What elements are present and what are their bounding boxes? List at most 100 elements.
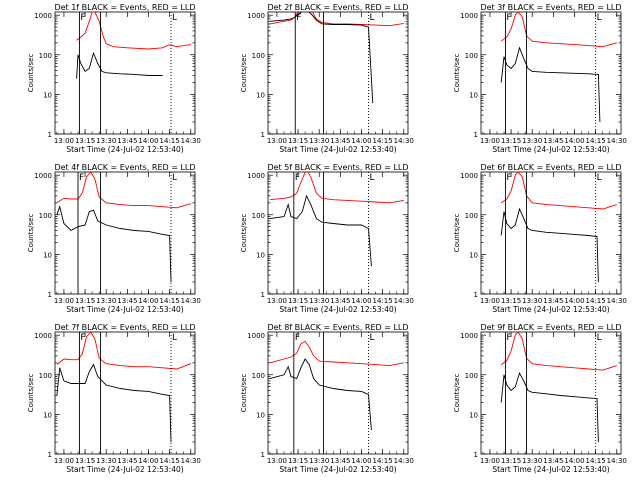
last-marker-label: L	[370, 333, 375, 343]
x-tick-label: 13:30	[309, 137, 329, 145]
detector-panel-2: Det 2f BLACK = Events, RED = LLD 1 10 100 10…	[240, 3, 414, 154]
x-tick-label: 13:30	[96, 457, 116, 465]
y-tick-label: 1	[261, 291, 265, 299]
x-tick-label: 13:15	[501, 137, 521, 145]
x-tick-label: 13:45	[543, 457, 563, 465]
y-tick-label: 1	[48, 291, 52, 299]
x-tick-label: 13:45	[543, 137, 563, 145]
events-series-line	[56, 363, 172, 443]
x-tick-label: 14:15	[586, 137, 606, 145]
x-axis-label: Start Time (24-Jul-02 12:53:40)	[492, 145, 609, 154]
y-tick-label: 100	[252, 212, 265, 220]
x-tick-label: 14:30	[394, 297, 414, 305]
y-axis-label: Counts/sec	[240, 374, 248, 413]
y-axis-label: Counts/sec	[27, 214, 35, 253]
x-tick-label: 13:30	[96, 137, 116, 145]
x-tick-label: 14:30	[607, 137, 627, 145]
panel-title: Det 7f BLACK = Events, RED = LLD	[54, 323, 195, 332]
events-series-line	[500, 207, 599, 283]
x-tick-label: 14:15	[373, 457, 393, 465]
y-tick-label: 1000	[247, 12, 265, 20]
last-marker-label: L	[597, 13, 602, 23]
x-tick-label: 14:15	[160, 297, 180, 305]
y-axis-label: Counts/sec	[453, 214, 461, 253]
x-tick-label: 13:00	[267, 137, 287, 145]
y-tick-label: 1	[474, 291, 478, 299]
panel-title: Det 4f BLACK = Events, RED = LLD	[54, 163, 195, 172]
x-tick-label: 14:00	[138, 137, 158, 145]
x-tick-label: 13:30	[522, 457, 542, 465]
x-tick-label: 13:00	[267, 457, 287, 465]
first-marker-label: F	[506, 333, 511, 343]
last-marker-label: L	[172, 173, 177, 183]
x-tick-label: 13:00	[54, 137, 74, 145]
x-tick-label: 13:00	[54, 297, 74, 305]
x-tick-label: 13:15	[75, 137, 95, 145]
first-marker-label: F	[80, 13, 85, 23]
plot-frame	[480, 331, 622, 455]
x-tick-label: 14:00	[351, 137, 371, 145]
plot-frame	[480, 171, 622, 295]
x-axis-label: Start Time (24-Jul-02 12:53:40)	[492, 465, 609, 474]
y-tick-label: 100	[465, 52, 478, 60]
plot-frame	[267, 171, 409, 295]
panel-title: Det 3f BLACK = Events, RED = LLD	[480, 3, 621, 12]
x-axis-label: Start Time (24-Jul-02 12:53:40)	[66, 305, 183, 314]
y-tick-label: 10	[256, 411, 265, 419]
y-tick-label: 1000	[460, 172, 478, 180]
lld-series-line	[500, 12, 617, 48]
lld-series-line	[269, 340, 404, 367]
detector-panel-6: Det 6f BLACK = Events, RED = LLD 1 10 100 10…	[453, 163, 627, 314]
x-tick-label: 14:30	[181, 297, 201, 305]
lld-series-line	[269, 172, 404, 204]
y-tick-label: 10	[256, 91, 265, 99]
y-axis-label: Counts/sec	[27, 374, 35, 413]
x-tick-label: 14:15	[373, 297, 393, 305]
x-tick-label: 13:15	[75, 457, 95, 465]
detector-panel-5: Det 5f BLACK = Events, RED = LLD 1 10 100 10…	[240, 163, 414, 314]
panel-title: Det 5f BLACK = Events, RED = LLD	[267, 163, 408, 172]
y-tick-label: 10	[43, 251, 52, 259]
first-marker-label: F	[506, 173, 511, 183]
x-tick-label: 13:00	[267, 297, 287, 305]
first-marker-label: F	[296, 13, 301, 23]
x-tick-label: 14:15	[586, 297, 606, 305]
panel-title: Det 1f BLACK = Events, RED = LLD	[54, 3, 195, 12]
y-tick-label: 10	[469, 411, 478, 419]
y-tick-label: 100	[39, 212, 52, 220]
last-marker-label: L	[370, 173, 375, 183]
y-tick-label: 1000	[247, 332, 265, 340]
y-tick-label: 1	[48, 131, 52, 139]
x-tick-label: 13:30	[522, 297, 542, 305]
first-marker-label: F	[295, 173, 300, 183]
y-axis-label: Counts/sec	[453, 374, 461, 413]
x-axis-label: Start Time (24-Jul-02 12:53:40)	[279, 145, 396, 154]
x-axis-label: Start Time (24-Jul-02 12:53:40)	[279, 305, 396, 314]
x-tick-label: 13:00	[480, 137, 500, 145]
x-tick-label: 13:45	[330, 297, 350, 305]
detector-panel-7: Det 7f BLACK = Events, RED = LLD 1 10 100 10…	[27, 323, 201, 474]
x-tick-label: 13:00	[480, 297, 500, 305]
y-axis-label: Counts/sec	[453, 54, 461, 93]
last-marker-label: L	[597, 173, 602, 183]
detector-panel-9: Det 9f BLACK = Events, RED = LLD 1 10 100 10…	[453, 323, 627, 474]
detector-panel-1: Det 1f BLACK = Events, RED = LLD 1 10 100 10…	[27, 3, 201, 154]
x-tick-label: 13:45	[117, 297, 137, 305]
events-series-line	[56, 205, 172, 283]
x-tick-label: 14:00	[564, 457, 584, 465]
y-tick-label: 100	[252, 52, 265, 60]
x-tick-label: 14:00	[138, 297, 158, 305]
last-marker-label: L	[172, 13, 177, 23]
plot-frame	[480, 11, 622, 135]
x-tick-label: 13:30	[309, 457, 329, 465]
x-tick-label: 14:15	[160, 457, 180, 465]
y-axis-label: Counts/sec	[240, 54, 248, 93]
y-tick-label: 1	[261, 131, 265, 139]
x-tick-label: 13:15	[288, 297, 308, 305]
detector-panel-8: Det 8f BLACK = Events, RED = LLD 1 10 100 10…	[240, 323, 414, 474]
x-tick-label: 14:30	[181, 137, 201, 145]
y-tick-label: 1000	[460, 332, 478, 340]
panel-title: Det 8f BLACK = Events, RED = LLD	[267, 323, 408, 332]
events-series-line	[269, 194, 372, 267]
